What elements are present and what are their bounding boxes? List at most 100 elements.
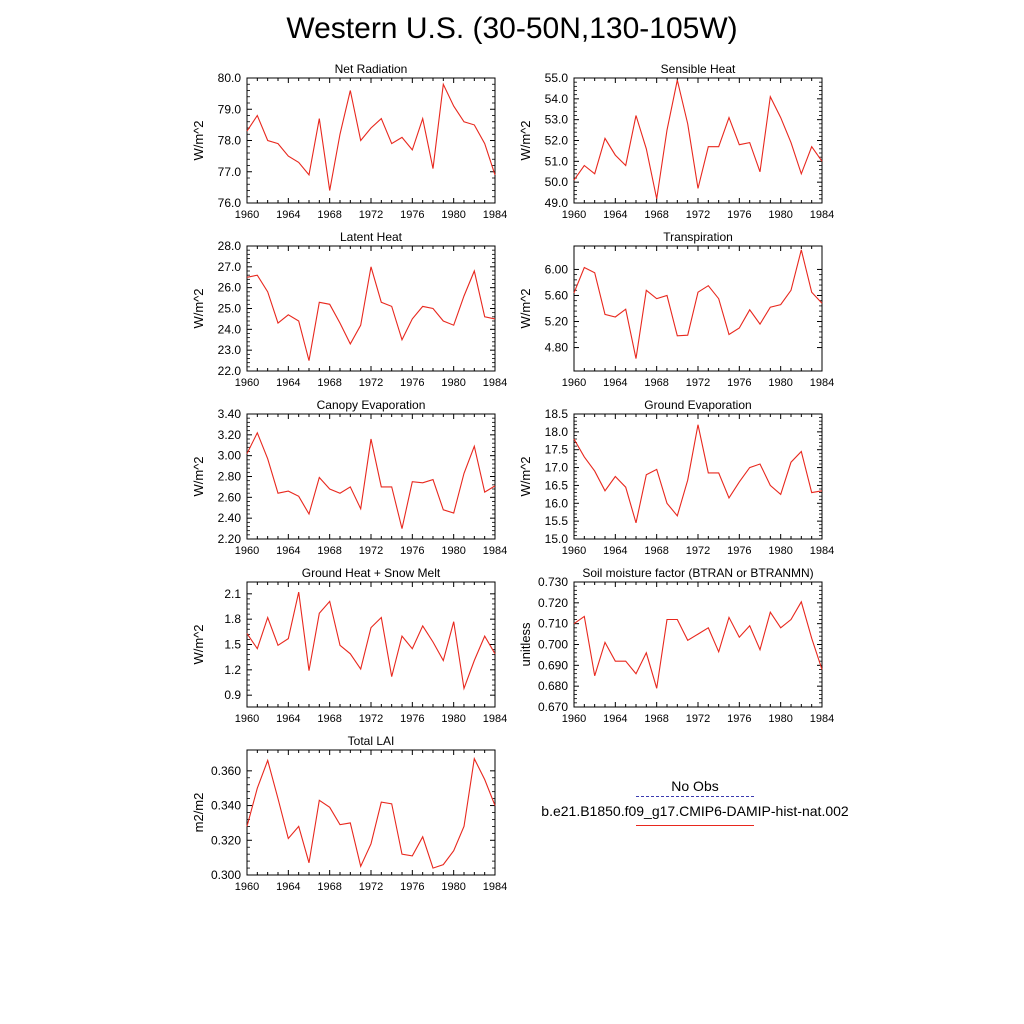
legend: No Obs b.e21.B1850.f09_g17.CMIP6-DAMIP-h…: [530, 778, 860, 826]
x-tick-label: 1976: [400, 377, 424, 389]
y-tick-label: 0.670: [538, 700, 568, 714]
y-tick-label: 18.5: [545, 407, 569, 421]
x-tick-label: 1972: [686, 713, 710, 725]
y-tick-label: 4.80: [545, 341, 569, 355]
x-tick-label: 1976: [727, 545, 751, 557]
x-tick-label: 1960: [235, 881, 259, 893]
y-axis-label: W/m^2: [191, 624, 206, 664]
x-tick-label: 1972: [686, 377, 710, 389]
x-tick-label: 1968: [317, 545, 341, 557]
y-tick-label: 27.0: [218, 260, 242, 274]
y-tick-label: 28.0: [218, 239, 242, 253]
y-tick-label: 3.20: [218, 428, 242, 442]
y-tick-label: 80.0: [218, 71, 242, 85]
y-tick-label: 6.00: [545, 262, 569, 276]
panel-3: Latent Heat W/m^2 1960 1964 1968 1972 1976 1980…: [191, 230, 507, 389]
x-tick-label: 1984: [810, 377, 834, 389]
figure-title: Western U.S. (30-50N,130-105W): [286, 12, 738, 45]
x-tick-label: 1976: [727, 209, 751, 221]
y-tick-label: 0.340: [211, 799, 241, 813]
panel-6: Ground Evaporation W/m^2 1960 1964 1968 1972 1…: [518, 398, 834, 557]
x-tick-label: 1960: [562, 209, 586, 221]
x-tick-label: 1976: [727, 377, 751, 389]
y-tick-label: 16.5: [545, 478, 569, 492]
legend-case-line: [636, 825, 754, 826]
panel-9: Total LAI m2/m2 1960 1964 1968 1972 1976 1980 19…: [191, 734, 507, 893]
x-tick-label: 1964: [276, 209, 300, 221]
series-line: [573, 424, 823, 524]
plot-frame: [246, 749, 496, 876]
x-tick-label: 1964: [276, 545, 300, 557]
y-axis-label: W/m^2: [518, 456, 533, 496]
panel-4: Transpiration W/m^2 1960 1964 1968 1972 1976 19…: [518, 230, 834, 389]
panel-title: Latent Heat: [340, 230, 403, 244]
y-tick-label: 1.2: [224, 663, 241, 677]
x-tick-label: 1964: [603, 713, 627, 725]
plot-frame: [573, 245, 823, 372]
series-line: [573, 249, 823, 359]
y-tick-label: 54.0: [545, 92, 569, 106]
y-tick-label: 79.0: [218, 102, 242, 116]
y-tick-label: 1.5: [224, 638, 241, 652]
y-axis-label: unitless: [518, 622, 533, 667]
y-tick-label: 15.0: [545, 532, 569, 546]
panel-2: Sensible Heat W/m^2 1960 1964 1968 1972 1976 19…: [518, 62, 834, 221]
y-tick-label: 0.730: [538, 575, 568, 589]
y-tick-label: 52.0: [545, 134, 569, 148]
series-line: [246, 266, 496, 361]
x-tick-label: 1980: [441, 881, 465, 893]
plot-frame: [246, 581, 496, 708]
x-tick-label: 1972: [359, 377, 383, 389]
x-tick-label: 1980: [441, 209, 465, 221]
y-tick-label: 0.690: [538, 658, 568, 672]
series-line: [573, 600, 823, 689]
x-tick-label: 1972: [686, 209, 710, 221]
y-tick-label: 17.0: [545, 461, 569, 475]
x-tick-label: 1968: [317, 209, 341, 221]
y-tick-label: 76.0: [218, 196, 242, 210]
y-tick-label: 77.0: [218, 165, 242, 179]
panel-8: Soil moisture factor (BTRAN or BTRANMN) u…: [518, 566, 834, 725]
y-tick-label: 23.0: [218, 343, 242, 357]
y-axis-label: W/m^2: [191, 288, 206, 328]
x-tick-label: 1960: [562, 377, 586, 389]
y-axis-label: W/m^2: [518, 288, 533, 328]
y-tick-label: 2.20: [218, 532, 242, 546]
panel-title: Ground Heat + Snow Melt: [302, 566, 441, 580]
panel-title: Ground Evaporation: [644, 398, 751, 412]
x-tick-label: 1972: [359, 545, 383, 557]
x-tick-label: 1968: [317, 377, 341, 389]
x-tick-label: 1972: [686, 545, 710, 557]
y-axis-label: W/m^2: [191, 456, 206, 496]
x-tick-label: 1980: [441, 713, 465, 725]
legend-obs-label: No Obs: [671, 778, 719, 794]
y-tick-label: 5.60: [545, 288, 569, 302]
x-tick-label: 1964: [276, 881, 300, 893]
x-tick-label: 1984: [483, 545, 507, 557]
y-axis-label: W/m^2: [191, 120, 206, 160]
legend-obs-line: [636, 796, 754, 797]
x-tick-label: 1960: [562, 545, 586, 557]
legend-case-label: b.e21.B1850.f09_g17.CMIP6-DAMIP-hist-nat…: [541, 803, 849, 819]
y-axis-label: m2/m2: [191, 793, 206, 833]
y-tick-label: 53.0: [545, 113, 569, 127]
series-line: [246, 431, 496, 529]
x-tick-label: 1976: [400, 545, 424, 557]
series-line: [246, 82, 496, 191]
x-tick-label: 1980: [768, 713, 792, 725]
y-tick-label: 26.0: [218, 281, 242, 295]
x-tick-label: 1968: [644, 377, 668, 389]
plot-frame: [573, 581, 823, 708]
y-tick-label: 0.300: [211, 868, 241, 882]
x-tick-label: 1984: [810, 545, 834, 557]
y-tick-label: 2.80: [218, 470, 242, 484]
y-tick-label: 1.8: [224, 612, 241, 626]
x-tick-label: 1968: [317, 881, 341, 893]
plot-frame: [246, 413, 496, 540]
series-line: [246, 756, 496, 869]
y-tick-label: 0.720: [538, 596, 568, 610]
x-tick-label: 1984: [483, 377, 507, 389]
y-tick-label: 0.320: [211, 833, 241, 847]
x-tick-label: 1964: [276, 377, 300, 389]
